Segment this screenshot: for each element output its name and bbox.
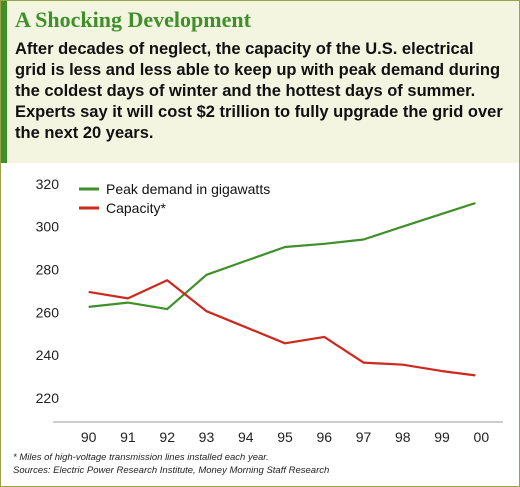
x-tick-label: 90 — [81, 429, 97, 445]
x-tick-label: 00 — [474, 429, 490, 445]
x-tick-label: 91 — [120, 429, 136, 445]
x-tick-label: 98 — [395, 429, 411, 445]
series-line — [88, 202, 476, 311]
x-tick-label: 96 — [316, 429, 332, 445]
y-tick-label: 240 — [36, 347, 60, 363]
lede-paragraph: After decades of neglect, the capacity o… — [15, 39, 513, 144]
header-panel: A Shocking Development After decades of … — [1, 1, 519, 163]
legend-label: Capacity* — [106, 200, 166, 216]
lede-line: After decades of neglect, the capacity o… — [15, 40, 474, 58]
x-tick-label: 92 — [159, 429, 175, 445]
x-tick-label: 95 — [277, 429, 293, 445]
page-title: A Shocking Development — [15, 7, 251, 32]
lede-line: the next 20 years. — [15, 124, 154, 142]
y-tick-label: 220 — [36, 390, 60, 406]
x-tick-label: 99 — [434, 429, 450, 445]
lede-line: the coldest days of winter and the hotte… — [15, 82, 476, 100]
accent-bar — [1, 1, 7, 163]
lede-line: grid is less and less able to keep up wi… — [15, 61, 501, 79]
series-line — [88, 279, 476, 377]
x-tick-label: 93 — [199, 429, 215, 445]
y-tick-label: 300 — [36, 219, 60, 235]
footnotes: * Miles of high-voltage transmission lin… — [13, 451, 329, 477]
footnote-text: * Miles of high-voltage transmission lin… — [13, 452, 269, 463]
sources-text: Sources: Electric Power Research Institu… — [13, 465, 330, 476]
y-tick-label: 280 — [36, 261, 60, 277]
legend-label: Peak demand in gigawatts — [106, 181, 270, 197]
x-tick-label: 97 — [356, 429, 372, 445]
line-chart: 220 240 260 280 300 320 90 91 92 93 94 95 96 97 98 99 00… — [36, 176, 503, 445]
y-tick-label: 320 — [36, 176, 60, 192]
lede-line: Experts say it will cost $2 trillion to … — [15, 103, 503, 121]
y-tick-label: 260 — [36, 304, 60, 320]
x-tick-label: 94 — [238, 429, 254, 445]
